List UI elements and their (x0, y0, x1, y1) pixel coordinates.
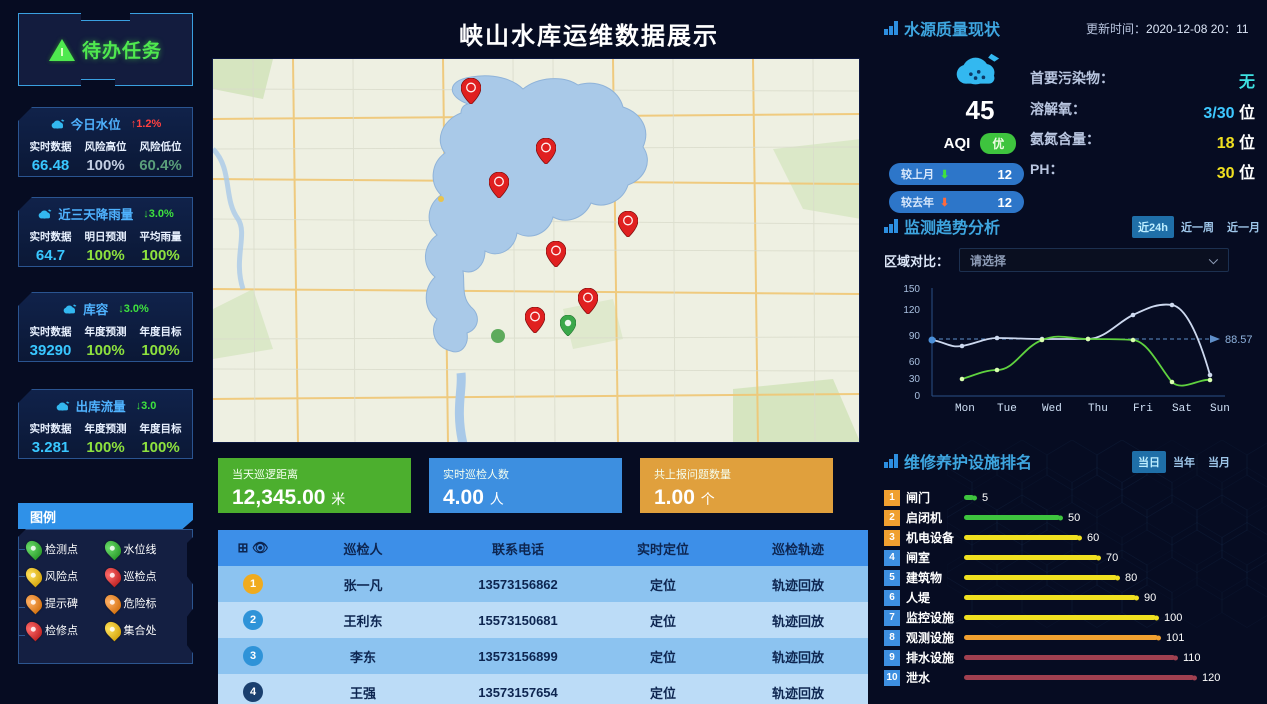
svg-text:30: 30 (909, 374, 921, 385)
svg-text:0: 0 (914, 391, 920, 402)
svg-text:Wed: Wed (1042, 403, 1062, 415)
svg-text:Mon: Mon (955, 403, 975, 415)
svg-text:88.57: 88.57 (1225, 334, 1253, 346)
svg-text:Sun: Sun (1210, 403, 1230, 415)
svg-text:120: 120 (903, 305, 920, 316)
svg-text:90: 90 (909, 331, 921, 342)
svg-text:Fri: Fri (1133, 403, 1153, 415)
svg-text:Sat: Sat (1172, 403, 1192, 415)
svg-text:Tue: Tue (997, 403, 1017, 415)
svg-text:Thu: Thu (1088, 403, 1108, 415)
svg-text:150: 150 (903, 284, 920, 295)
svg-text:60: 60 (909, 357, 921, 368)
